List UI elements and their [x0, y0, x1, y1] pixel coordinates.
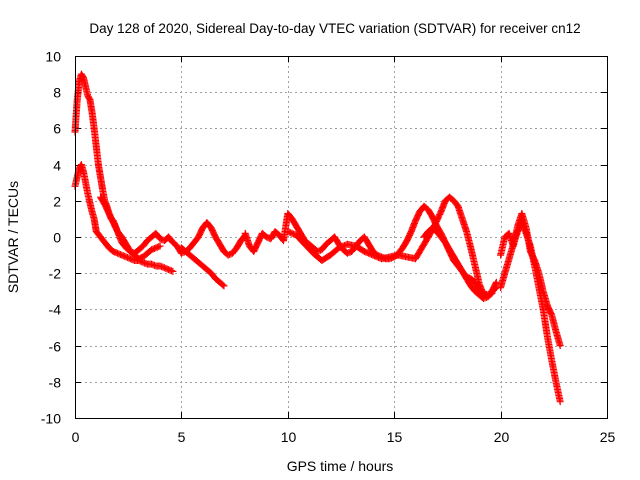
x-tick-label: 5 [178, 429, 186, 445]
y-tick-label: -8 [49, 375, 62, 391]
y-tick-label: -2 [49, 266, 62, 282]
data-point [556, 398, 564, 406]
y-tick-label: -10 [41, 411, 61, 427]
data-marker [167, 267, 175, 275]
data-point [492, 278, 500, 286]
data-marks [71, 70, 564, 406]
x-tick-label: 0 [72, 429, 80, 445]
x-tick-label: 15 [387, 429, 403, 445]
data-point [156, 242, 164, 250]
data-marker [219, 281, 227, 289]
data-marker [155, 243, 163, 251]
y-tick-label: 2 [53, 194, 61, 210]
data-point [556, 342, 564, 350]
x-tick-label: 25 [600, 429, 616, 445]
y-tick-label: -6 [49, 339, 62, 355]
y-tick-label: 6 [53, 121, 61, 137]
grid-lines [75, 56, 607, 418]
plot-frame [75, 56, 608, 419]
x-tick-label: 10 [281, 429, 297, 445]
data-point [169, 267, 177, 275]
y-tick-label: 10 [45, 49, 61, 65]
y-tick-label: 4 [53, 158, 61, 174]
x-tick-label: 20 [494, 429, 510, 445]
x-axis-label: GPS time / hours [287, 458, 394, 474]
data-marker [487, 290, 495, 298]
y-axis-label: SDTVAR / TECUs [5, 181, 21, 293]
y-tick-label: 0 [53, 230, 61, 246]
data-point [488, 289, 496, 297]
data-marker [492, 280, 500, 288]
y-tick-label: 8 [53, 85, 61, 101]
data-point [220, 282, 228, 290]
y-tick-label: -4 [49, 302, 62, 318]
chart-title: Day 128 of 2020, Sidereal Day-to-day VTE… [89, 21, 580, 36]
